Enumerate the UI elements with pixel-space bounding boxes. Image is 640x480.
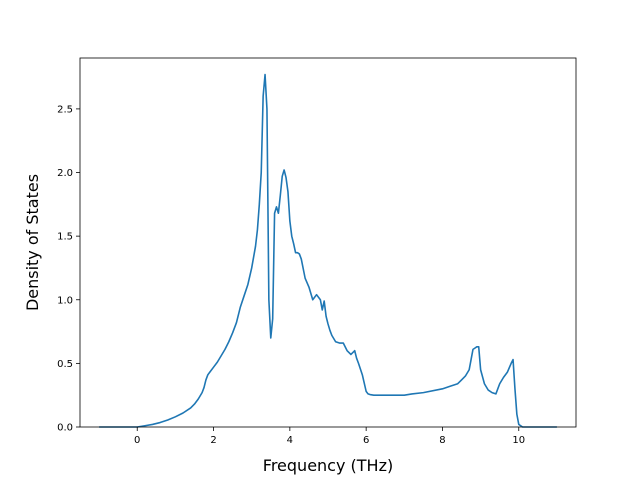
y-axis-ticks: 0.0 0.5 1.0 1.5 2.0 2.5 — [57, 104, 80, 434]
y-tick-label: 2.0 — [57, 168, 73, 179]
plot-area — [99, 73, 557, 428]
y-tick-label: 1.0 — [57, 295, 73, 306]
x-tick-label: 6 — [363, 435, 369, 446]
x-tick-label: 8 — [439, 435, 445, 446]
x-tick-label: 4 — [287, 435, 293, 446]
x-axis-ticks: 0 2 4 6 8 10 — [134, 427, 525, 446]
axes-frame — [79, 57, 577, 428]
x-tick-label: 2 — [210, 435, 216, 446]
y-axis-label: Density of States — [23, 174, 42, 311]
y-tick-label: 1.5 — [57, 232, 73, 243]
y-tick-label: 0.5 — [57, 359, 73, 370]
x-axis-label: Frequency (THz) — [263, 456, 393, 475]
y-tick-label: 0.0 — [57, 423, 73, 434]
x-tick-label: 0 — [134, 435, 140, 446]
x-tick-label: 10 — [512, 435, 525, 446]
dos-series-line-0 — [99, 73, 557, 428]
y-tick-label: 2.5 — [57, 104, 73, 115]
